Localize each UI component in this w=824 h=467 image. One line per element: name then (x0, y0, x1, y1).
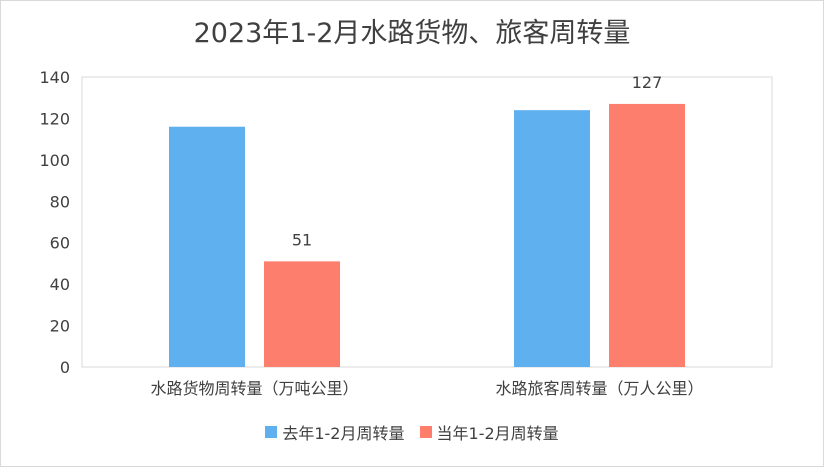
legend-label-this-year: 当年1-2月周转量 (436, 424, 559, 443)
legend-item-last-year: 去年1-2月周转量 (265, 420, 404, 444)
y-tick-label: 140 (39, 68, 70, 87)
bar (264, 261, 340, 367)
y-tick-label: 120 (39, 109, 70, 128)
y-tick-label: 60 (50, 234, 70, 253)
x-category-label: 水路旅客周转量（万人公里） (495, 379, 703, 398)
bar (169, 126, 245, 367)
data-label: 51 (292, 230, 312, 249)
legend-swatch-this-year (419, 426, 432, 438)
legend-swatch-last-year (265, 426, 278, 438)
bar (514, 110, 590, 368)
x-category-label: 水路货物周转量（万吨公里） (150, 379, 358, 398)
y-tick-label: 100 (39, 151, 70, 170)
y-tick-label: 20 (50, 317, 70, 336)
chart-legend: 去年1-2月周转量 当年1-2月周转量 (0, 420, 824, 444)
bar (609, 103, 685, 367)
chart-title: 2023年1-2月水路货物、旅客周转量 (193, 18, 631, 49)
legend-label-last-year: 去年1-2月周转量 (282, 424, 405, 443)
y-tick-label: 40 (50, 275, 70, 294)
legend-item-this-year: 当年1-2月周转量 (419, 420, 559, 444)
data-label: 127 (632, 73, 663, 92)
y-tick-label: 80 (50, 192, 70, 211)
plot-area-border (81, 76, 773, 368)
y-tick-label: 0 (60, 358, 70, 377)
